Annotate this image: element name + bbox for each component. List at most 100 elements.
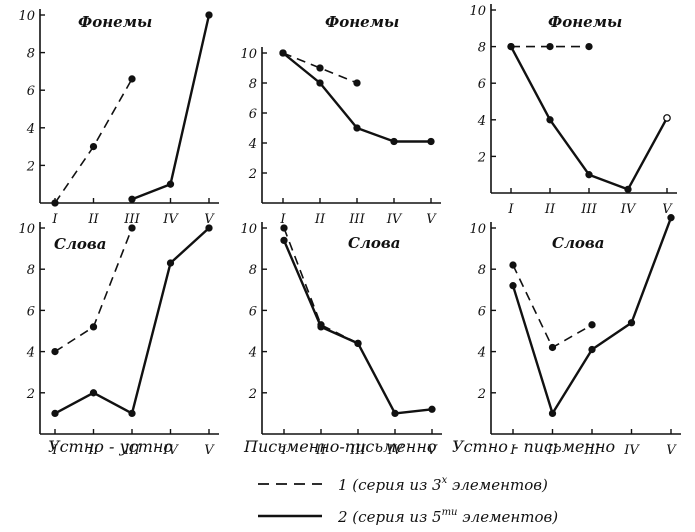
y-tick-label: 8 [478,263,486,278]
x-tick-label: III [580,202,597,217]
data-point [128,75,136,83]
x-tick-label: V [666,443,677,458]
x-tick-label: IV [620,202,637,217]
data-point [546,42,554,51]
series-line-1 [282,52,358,84]
x-tick-label: IV [623,443,640,458]
y-tick-label: 2 [477,150,486,165]
y-tick-label: 6 [27,304,35,319]
y-tick-label: 10 [240,47,257,62]
y-tick-label: 2 [477,387,486,402]
x-tick-label: I [279,212,286,227]
data-point [89,389,98,397]
panel-title: Слова [552,234,605,252]
y-tick-label: 4 [26,346,35,361]
x-tick-label: II [87,212,99,227]
series-line-1 [512,264,593,349]
data-point [427,137,435,146]
data-point [507,42,515,51]
column-labels: Устно - устно Письменно-письменно Устно … [48,437,615,456]
x-tick-label: V [662,202,673,217]
legend-solid-label: 2 (серия из 5ти элементов) [337,507,558,526]
y-tick-label: 4 [248,137,257,152]
data-point [353,79,361,87]
data-point [667,214,675,222]
y-tick-label: 2 [26,159,35,174]
data-point [89,142,98,151]
data-point [391,409,399,418]
data-point [280,236,288,245]
data-point [128,224,136,232]
x-tick-label: I [507,202,514,217]
panel-title: Слова [54,235,107,253]
column-label-2: Письменно-письменно [243,437,437,456]
data-point [585,171,593,179]
x-tick-label: IV [387,443,404,458]
data-point [316,79,324,87]
data-point [51,409,59,418]
x-tick-label: I [51,443,58,458]
y-tick-label: 10 [240,222,257,237]
y-tick-label: 2 [26,387,35,402]
x-tick-label: III [123,443,140,458]
x-tick-label: V [204,443,215,458]
y-tick-label: 10 [469,4,486,19]
x-tick-label: V [204,212,215,227]
y-tick-label: 6 [249,304,257,319]
data-point [316,64,324,72]
data-point [51,347,59,356]
y-tick-label: 6 [249,107,257,122]
data-point [354,339,362,348]
data-point [509,282,517,290]
x-tick-label: III [348,212,365,227]
y-tick-label: 8 [27,47,35,62]
data-point [585,42,593,51]
series-line-2 [54,227,210,415]
data-point [166,180,175,188]
x-tick-label: I [280,443,287,458]
series-line-2 [282,239,433,415]
data-point [51,199,59,207]
y-tick-label: 4 [26,122,35,137]
data-point [428,405,436,413]
data-point [128,409,136,418]
column-label-1: Устно - устно [48,437,173,456]
y-tick-label: 8 [249,77,257,92]
legend-dashed-label: 1 (серия из 3х элементов) [338,475,548,494]
x-tick-label: II [87,443,99,458]
x-tick-label: III [583,443,600,458]
x-tick-label: V [427,443,438,458]
y-tick-label: 8 [249,263,257,278]
data-point [627,319,636,327]
x-tick-label: IV [162,443,179,458]
panel-title: Слова [348,234,401,252]
legend: 1 (серия из 3х элементов) 2 (серия из 5т… [258,475,558,526]
y-tick-label: 4 [477,346,486,361]
y-tick-label: 2 [248,167,257,182]
data-point [390,137,398,146]
x-tick-label: II [314,212,326,227]
data-point [317,323,325,331]
series-line-1 [54,78,133,204]
y-tick-label: 10 [469,222,486,237]
y-tick-label: 10 [18,222,35,237]
y-tick-label: 6 [478,304,486,319]
data-point [588,345,596,354]
data-point [588,321,596,329]
y-tick-label: 6 [27,84,35,99]
data-point [279,49,287,57]
y-tick-label: 10 [18,9,35,24]
data-point [663,114,671,122]
x-tick-label: II [546,443,558,458]
data-point [353,124,361,132]
series-line-1 [283,227,359,345]
data-point [548,343,557,352]
y-tick-label: 8 [478,41,486,56]
y-tick-label: 8 [27,263,35,278]
panel-title: Фонемы [325,13,399,31]
panel-title: Фонемы [78,13,152,31]
